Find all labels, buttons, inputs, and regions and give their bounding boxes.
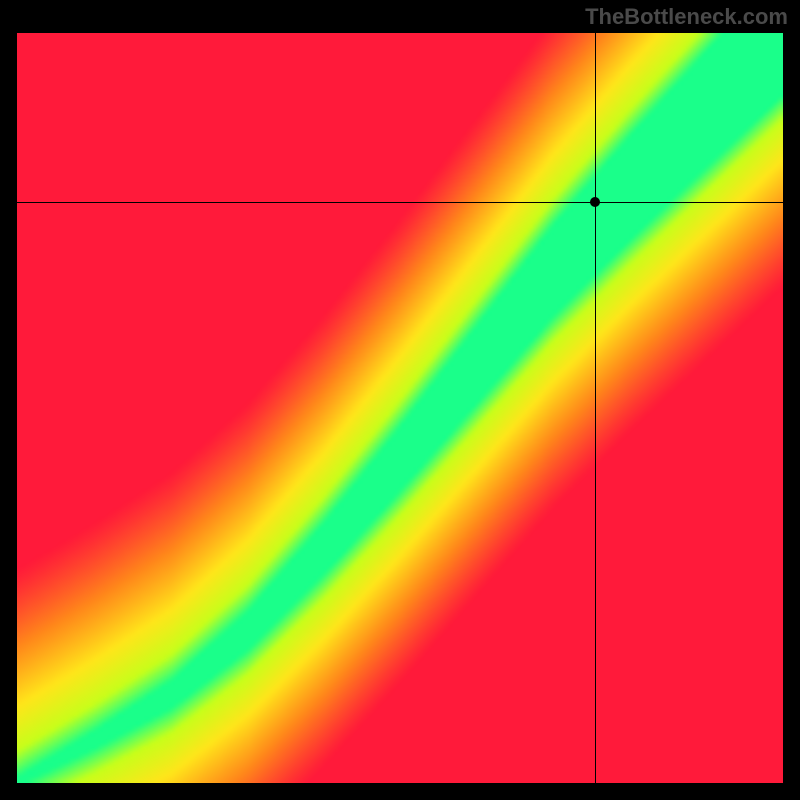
- crosshair-vertical: [595, 33, 596, 783]
- heatmap-canvas: [17, 33, 783, 783]
- chart-container: TheBottleneck.com: [0, 0, 800, 800]
- crosshair-marker: [590, 197, 600, 207]
- heatmap-plot: [17, 33, 783, 783]
- crosshair-horizontal: [17, 202, 783, 203]
- watermark-text: TheBottleneck.com: [585, 4, 788, 30]
